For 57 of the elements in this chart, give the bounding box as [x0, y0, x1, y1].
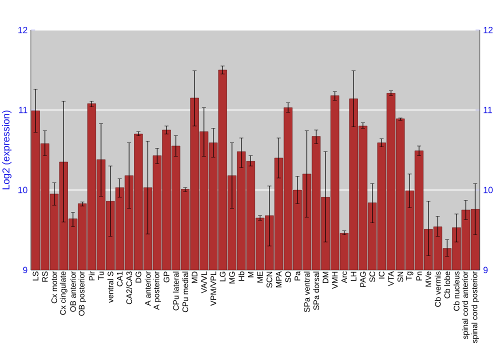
y2-tick-label: 11 — [484, 106, 492, 114]
x-tick-label: SPa dorsal — [313, 272, 320, 310]
x-tick-label: Cx cingulate — [60, 272, 68, 315]
x-tick-label: SC — [369, 271, 376, 282]
x-tick-label: SPa ventral — [304, 272, 310, 312]
x-tick-label: MD — [192, 272, 198, 283]
x-tick-label: VTA — [388, 271, 394, 286]
x-tick-label: Hb — [238, 272, 244, 281]
x-tick-label: ME — [257, 272, 263, 283]
x-tick-label: SN — [398, 272, 404, 282]
y2-tick-label: 12 — [484, 26, 493, 34]
x-tick-label: MG — [229, 272, 235, 284]
x-tick-label: Cb lobe — [444, 272, 450, 298]
x-tick-label: Tu — [98, 272, 104, 280]
y-tick-label: 12 — [18, 26, 28, 34]
x-tick-label: Arc — [341, 271, 348, 284]
y-tick-label: 9 — [23, 266, 28, 274]
x-tick-label: A posterior — [153, 271, 161, 310]
x-tick-label: VA/VL — [200, 271, 207, 294]
x-tick-label: M — [248, 272, 254, 278]
x-tick-label: LG — [220, 272, 226, 282]
x-tick-label: VMH — [332, 272, 338, 289]
x-tick-label: LH — [350, 272, 356, 281]
x-tick-label: VPM/VPL — [210, 271, 216, 306]
x-tick-label: Pn — [416, 272, 422, 280]
x-tick-label: OB posterior — [78, 271, 86, 316]
y-tick-label: 10 — [18, 186, 28, 194]
x-tick-label: MPA — [276, 271, 282, 288]
y-axis-title: Log2 (expression) — [2, 110, 12, 190]
x-tick-label: DM — [322, 272, 328, 283]
x-tick-label: SO — [285, 272, 291, 282]
x-tick-label: ventral S — [107, 272, 114, 303]
x-tick-label: spinal cord posterior — [471, 271, 479, 344]
x-tick-label: PAG — [360, 272, 366, 287]
x-tick-label: Tg — [406, 272, 414, 280]
x-tick-label: spinal cord anterior — [462, 271, 470, 340]
x-tick-label: Cb nucleus — [454, 271, 460, 311]
x-tick-label: OB anterior — [70, 271, 76, 312]
x-tick-label: Cx motor — [51, 271, 58, 304]
x-tick-label: SCN — [266, 272, 272, 288]
x-tick-label: CPu lateral — [172, 272, 179, 310]
x-tick-label: DG — [136, 272, 142, 283]
x-tick-label: CPu medial — [182, 272, 188, 312]
y-tick-label: 11 — [19, 106, 28, 114]
x-tick-label: Pa — [294, 271, 300, 280]
x-tick-label: RS — [42, 272, 48, 282]
x-tick-label: LS — [32, 272, 38, 280]
x-tick-label: GP — [164, 272, 170, 282]
x-tick-label: Pir — [88, 271, 95, 280]
x-tick-label: CA2/CA3 — [126, 272, 132, 304]
x-tick-label: IC — [378, 271, 384, 278]
x-tick-label: A anterior — [144, 271, 151, 306]
y2-tick-label: 9 — [483, 266, 488, 274]
x-tick-label: Cb vermis — [434, 271, 441, 307]
y2-tick-label: 10 — [484, 186, 493, 194]
x-tick-label: CA1 — [116, 272, 123, 286]
x-tick-label: MVe — [426, 272, 432, 287]
